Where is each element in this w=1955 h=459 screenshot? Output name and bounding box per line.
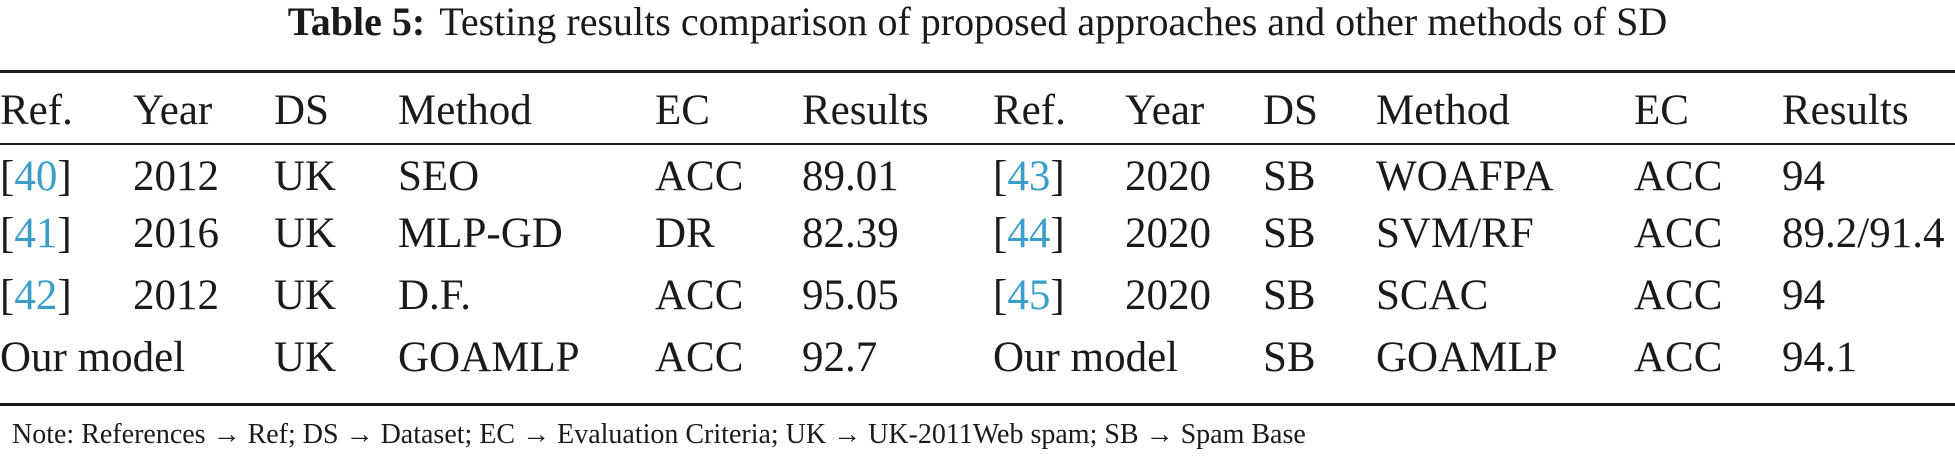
header-ref-left: Ref. (0, 86, 73, 134)
citation-link[interactable]: 42 (14, 271, 58, 319)
our-model-cell-right: Our model (993, 333, 1179, 381)
header-ds-right: DS (1263, 86, 1318, 134)
citation-link[interactable]: 45 (1007, 271, 1051, 319)
ds-cell: SB (1263, 209, 1316, 257)
ds-cell: UK (274, 209, 337, 257)
header-results-left: Results (802, 86, 929, 134)
result-cell: 94.1 (1782, 333, 1858, 381)
table-note: Note: References → Ref; DS → Dataset; EC… (12, 419, 1306, 450)
year-cell: 2012 (133, 271, 219, 319)
table-row-our-model: Our model UK GOAMLP ACC 92.7 Our model S… (0, 326, 1955, 388)
table-label: Table 5: (287, 0, 426, 44)
top-rule (0, 70, 1955, 73)
header-ref-right: Ref. (993, 86, 1066, 134)
header-rule (0, 143, 1955, 145)
ds-cell: SB (1263, 333, 1316, 381)
header-ds-left: DS (274, 86, 329, 134)
header-method-right: Method (1376, 86, 1510, 134)
results-table: Ref. Year DS Method EC Results Ref. Year… (0, 80, 1955, 388)
method-cell: GOAMLP (398, 333, 580, 381)
header-year-left: Year (133, 86, 213, 134)
method-cell: SCAC (1376, 271, 1489, 319)
result-cell: 82.39 (802, 209, 899, 257)
method-cell: SVM/RF (1376, 209, 1534, 257)
table-caption: Table 5: Testing results comparison of pr… (0, 0, 1955, 44)
ds-cell: UK (274, 271, 337, 319)
header-ec-right: EC (1634, 86, 1689, 134)
header-method-left: Method (398, 86, 532, 134)
ref-cell: [44] (993, 209, 1065, 257)
method-cell: GOAMLP (1376, 333, 1558, 381)
year-cell: 2016 (133, 209, 219, 257)
table-row: [42] 2012 UK D.F. ACC 95.05 [45] 2020 SB… (0, 264, 1955, 326)
ref-cell: [41] (0, 209, 72, 257)
ref-cell: [42] (0, 271, 72, 319)
table-row: [40] 2012 UK SEO ACC 89.01 [43] 2020 SB … (0, 140, 1955, 202)
result-cell: 89.01 (802, 152, 899, 200)
ec-cell: ACC (655, 152, 744, 200)
ref-cell: [40] (0, 152, 72, 200)
result-cell: 92.7 (802, 333, 878, 381)
ref-cell: [43] (993, 152, 1065, 200)
method-cell: SEO (398, 152, 480, 200)
result-cell: 94 (1782, 152, 1825, 200)
header-results-right: Results (1782, 86, 1909, 134)
ec-cell: ACC (1634, 152, 1723, 200)
result-cell: 94 (1782, 271, 1825, 319)
bottom-rule (0, 403, 1955, 406)
year-cell: 2020 (1125, 209, 1211, 257)
ds-cell: UK (274, 333, 337, 381)
ec-cell: ACC (1634, 271, 1723, 319)
ec-cell: ACC (655, 271, 744, 319)
year-cell: 2020 (1125, 152, 1211, 200)
header-year-right: Year (1125, 86, 1205, 134)
citation-link[interactable]: 40 (14, 152, 58, 200)
method-cell: WOAFPA (1376, 152, 1554, 200)
ec-cell: ACC (1634, 333, 1723, 381)
year-cell: 2020 (1125, 271, 1211, 319)
ds-cell: SB (1263, 152, 1316, 200)
ec-cell: ACC (1634, 209, 1723, 257)
citation-link[interactable]: 41 (14, 209, 58, 257)
method-cell: MLP-GD (398, 209, 563, 257)
year-cell: 2012 (133, 152, 219, 200)
our-model-cell-left: Our model (0, 333, 186, 381)
method-cell: D.F. (398, 271, 472, 319)
header-row: Ref. Year DS Method EC Results Ref. Year… (0, 80, 1955, 140)
ref-cell: [45] (993, 271, 1065, 319)
ec-cell: ACC (655, 333, 744, 381)
ds-cell: SB (1263, 271, 1316, 319)
result-cell: 95.05 (802, 271, 899, 319)
citation-link[interactable]: 43 (1007, 152, 1051, 200)
ds-cell: UK (274, 152, 337, 200)
table-title: Testing results comparison of proposed a… (439, 0, 1668, 44)
result-cell: 89.2/91.4 (1782, 209, 1945, 257)
ec-cell: DR (655, 209, 715, 257)
citation-link[interactable]: 44 (1007, 209, 1051, 257)
header-ec-left: EC (655, 86, 710, 134)
table-row: [41] 2016 UK MLP-GD DR 82.39 [44] 2020 S… (0, 202, 1955, 264)
